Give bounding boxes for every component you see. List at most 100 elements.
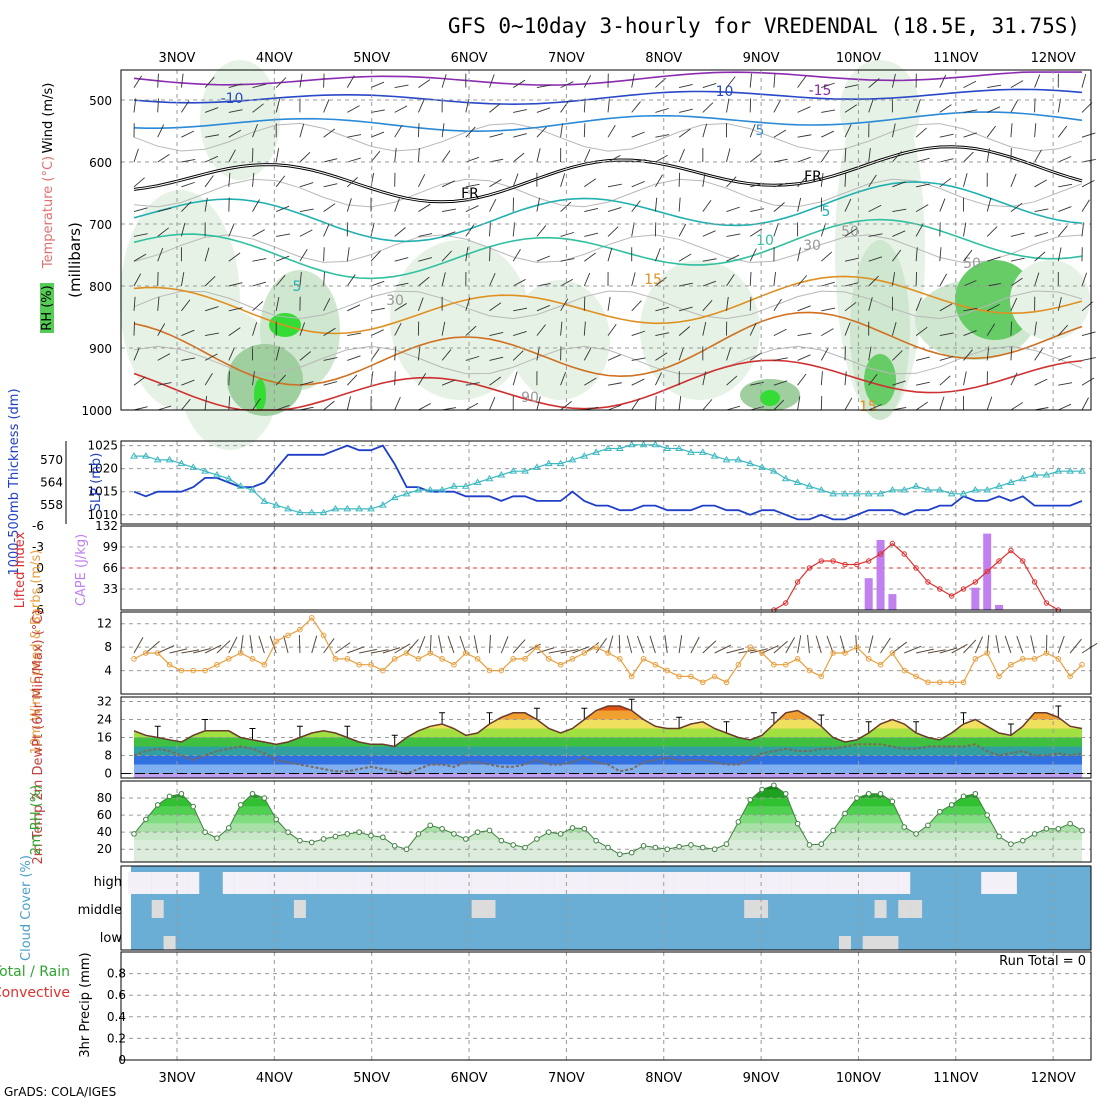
cloud-high-clear-cell <box>732 872 745 894</box>
rh-band-group <box>134 785 1082 862</box>
wind-barb <box>299 249 308 262</box>
wind-barb <box>417 99 425 113</box>
wind-barb <box>512 371 518 386</box>
rh-point <box>593 837 599 844</box>
run-total-label: Run Total = 0 <box>999 954 1086 969</box>
wind-barb-10m <box>1081 642 1098 654</box>
rh-point <box>474 829 481 835</box>
wind-barb <box>678 223 687 237</box>
cloud-high-clear-cell <box>696 872 709 894</box>
wind-barb <box>797 305 811 312</box>
rh-band <box>134 832 1082 841</box>
wind-barb <box>299 322 306 336</box>
thickness-point <box>675 444 683 452</box>
lifted-index-point <box>901 551 907 557</box>
temp-band-group <box>134 706 1082 778</box>
wind-barb <box>1034 74 1041 88</box>
contour-label: FR <box>461 186 479 202</box>
cloud-high-clear-cell <box>874 872 887 894</box>
wind-barb <box>252 123 258 138</box>
wind-barb <box>536 84 551 89</box>
wind-barb <box>275 148 280 163</box>
wind-barb <box>252 398 261 411</box>
wind-speed-point <box>486 667 493 674</box>
rh-point <box>854 795 860 801</box>
wind-barb <box>299 73 303 88</box>
wind-barb <box>1081 180 1095 188</box>
rh-point <box>1008 841 1014 847</box>
wind-barb <box>299 229 313 237</box>
wind-barb-10m <box>311 635 318 654</box>
wind-barb <box>987 84 1002 89</box>
pressure-tick-label: 700 <box>89 218 112 232</box>
cloud-high-clear-cell <box>483 872 496 894</box>
wind-speed-point <box>901 667 908 674</box>
wind-barb <box>252 103 264 113</box>
wind-barb <box>512 279 526 287</box>
wind-barb <box>607 183 622 188</box>
wind-barb <box>655 174 663 188</box>
wind-barb <box>797 247 801 262</box>
thickness-point <box>402 489 411 497</box>
wind-barb <box>465 156 480 163</box>
wind-barb <box>655 332 670 337</box>
wind-barb <box>418 203 431 212</box>
wind-barb-10m <box>249 635 253 654</box>
wind-barb <box>465 297 471 311</box>
wind-barb <box>536 324 546 336</box>
wind-barb <box>181 329 195 337</box>
temperature-axis-label: Temperature (°C) <box>41 156 56 269</box>
date-label-bottom: 7NOV <box>548 1071 585 1086</box>
wind-barb-10m <box>500 636 509 654</box>
wind-barb <box>820 222 827 237</box>
wind-barb <box>275 274 286 287</box>
cape-frame <box>120 525 1092 611</box>
wind-barb-10m <box>489 634 491 654</box>
lifted-index-point <box>806 565 813 571</box>
wind-barb <box>655 306 670 312</box>
thickness-point <box>307 508 316 516</box>
lifted-index-tick-label: 3 <box>36 582 44 596</box>
wind-barb <box>323 158 338 163</box>
wind-barb <box>773 328 787 337</box>
wind-barb <box>678 396 682 411</box>
thickness-point <box>805 482 814 489</box>
wind-barb <box>204 107 219 113</box>
wind-barb <box>133 376 146 386</box>
temp-tick-label: 32 <box>97 695 112 709</box>
wind-barb <box>986 304 1000 312</box>
wind-barb <box>868 148 871 163</box>
wind-barb-10m <box>406 639 419 654</box>
wind-barb <box>204 275 216 287</box>
wind-barb <box>987 256 1001 262</box>
temp-frame <box>120 696 1092 779</box>
wind-barb <box>654 247 661 262</box>
lifted-index-point <box>1008 547 1014 554</box>
wind-barb <box>607 207 622 213</box>
wind-barb <box>204 353 218 361</box>
contour-label: -10 <box>711 84 734 100</box>
rh-point <box>178 790 185 797</box>
wind-axis-label: Wind (m/s) <box>41 83 56 154</box>
wind-barb-10m <box>1004 635 1012 654</box>
cloud-high-clear-cell <box>412 872 425 894</box>
wind-barb <box>1081 357 1096 361</box>
wind-barb <box>986 226 998 237</box>
wind-barb-10m <box>839 635 846 654</box>
wind-barb-10m <box>335 642 351 654</box>
wind-barb <box>181 130 195 138</box>
cloud-high-clear-cell <box>779 872 792 894</box>
wind-speed-point <box>1079 661 1085 668</box>
wind-barb <box>181 379 195 386</box>
temp-band <box>134 737 1082 747</box>
wind-barb <box>205 332 219 337</box>
wind-speed-point <box>889 650 896 656</box>
wind-barb <box>1010 202 1023 212</box>
wind-barb <box>915 157 930 163</box>
wind-barb-10m <box>512 639 526 654</box>
rh-point <box>759 786 765 793</box>
wind-barb <box>441 150 451 163</box>
wind-barb <box>394 322 402 336</box>
thickness-point <box>687 448 695 455</box>
wind-barb <box>133 148 139 163</box>
